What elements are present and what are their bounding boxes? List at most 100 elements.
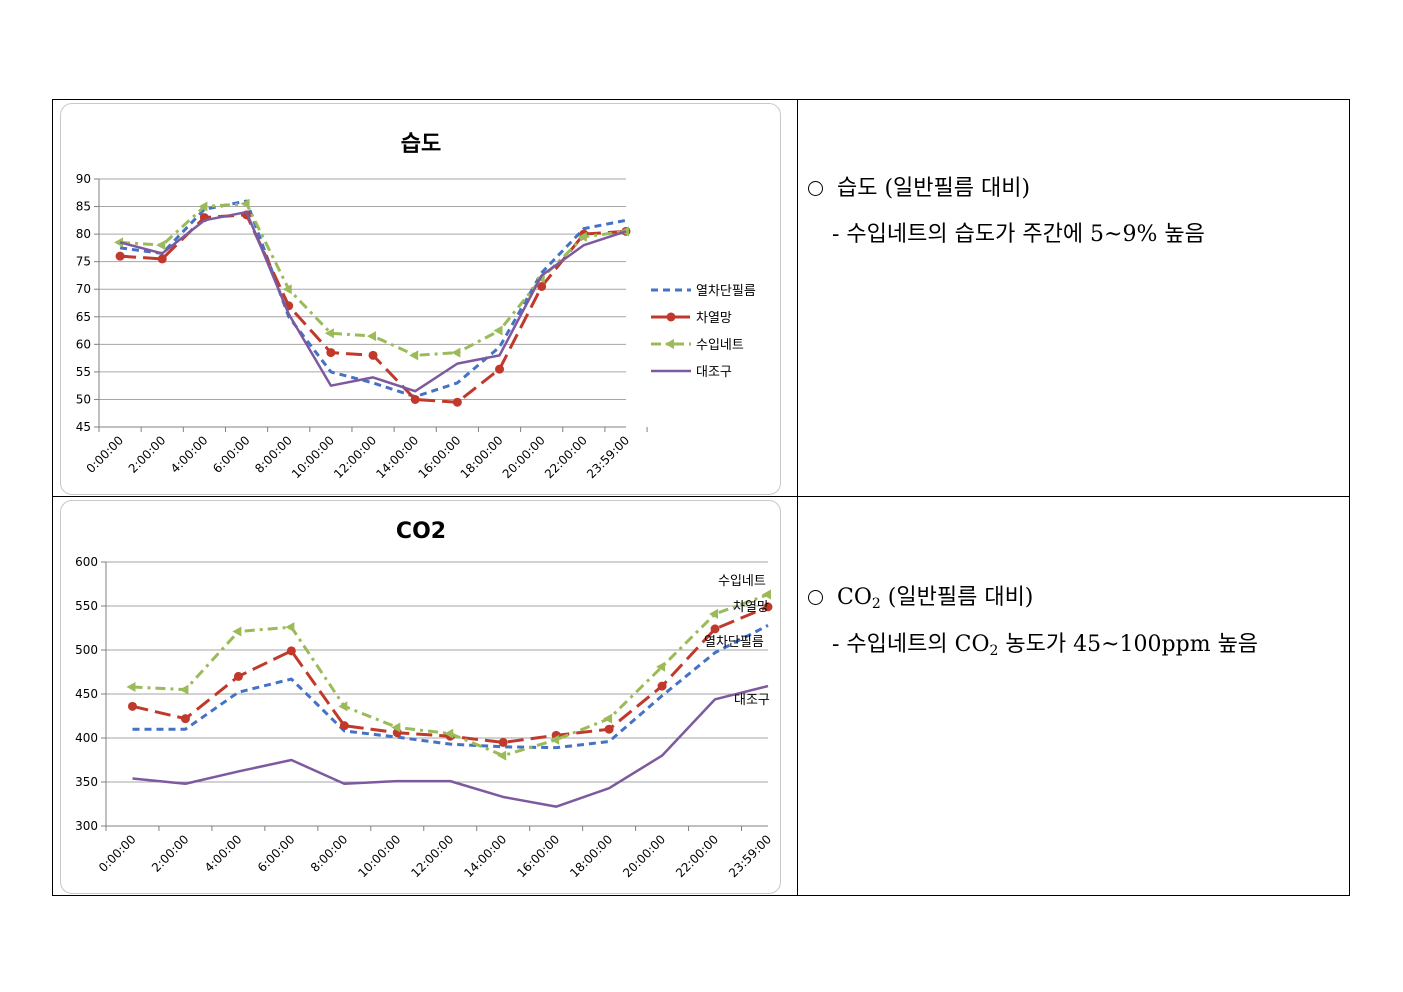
y-tick-label: 60 bbox=[76, 337, 91, 351]
y-tick-label: 500 bbox=[75, 643, 98, 657]
x-tick-label: 16:00:00 bbox=[415, 433, 463, 481]
bullet-circle-icon bbox=[808, 590, 823, 605]
co2-note-line2: - 수입네트의 CO2 농도가 45~100ppm 높음 bbox=[808, 626, 1258, 659]
series-line bbox=[119, 213, 627, 404]
y-tick-label: 350 bbox=[75, 775, 98, 789]
data-point bbox=[452, 397, 462, 407]
series-line bbox=[132, 624, 769, 750]
y-tick-label: 70 bbox=[76, 282, 91, 296]
x-tick-label: 10:00:00 bbox=[355, 832, 403, 880]
co2-chart-title: CO2 bbox=[396, 519, 446, 544]
data-point bbox=[493, 325, 503, 336]
x-tick-label: 18:00:00 bbox=[458, 433, 506, 481]
co2-chart-cell: CO2 300 350 400 450 500 550 600 0:00:00 2:00:00 4:… bbox=[52, 496, 798, 896]
x-tick-label: 22:00:00 bbox=[542, 433, 590, 481]
data-point bbox=[762, 589, 771, 600]
data-point bbox=[498, 737, 508, 747]
document-table: 습도 45 50 55 60 65 70 75 80 85 90 0:00:00 2:00:00 4:00… bbox=[52, 99, 1350, 896]
humidity-note-line2: - 수입네트의 습도가 주간에 5~9% 높음 bbox=[832, 222, 1205, 247]
co2-line-chart: CO2 300 350 400 450 500 550 600 0:00:00 2:00:00 4:… bbox=[75, 519, 774, 880]
co2-note-line1-text: CO bbox=[837, 585, 872, 610]
x-tick-label: 0:00:00 bbox=[96, 832, 139, 875]
data-point bbox=[391, 722, 401, 733]
data-point bbox=[550, 734, 560, 745]
data-point bbox=[451, 347, 461, 358]
x-tick-label: 23:59:00 bbox=[726, 832, 774, 880]
data-point bbox=[656, 661, 666, 672]
data-point bbox=[285, 622, 295, 633]
x-tick-label: 12:00:00 bbox=[331, 433, 379, 481]
y-tick-label: 600 bbox=[75, 555, 98, 569]
y-tick-label: 450 bbox=[75, 687, 98, 701]
co2-note-line1-subscript: 2 bbox=[871, 596, 881, 612]
series-end-label: 차열망 bbox=[733, 600, 769, 615]
data-point bbox=[179, 684, 189, 695]
data-point bbox=[368, 350, 378, 360]
humidity-note-line1: 습도 (일반필름 대비) bbox=[837, 176, 1031, 201]
humidity-chart-cell: 습도 45 50 55 60 65 70 75 80 85 90 0:00:00 2:00:00 4:00… bbox=[52, 99, 798, 497]
data-point bbox=[339, 721, 349, 731]
x-tick-label: 18:00:00 bbox=[567, 832, 615, 880]
x-tick-label: 20:00:00 bbox=[500, 433, 548, 481]
x-tick-label: 8:00:00 bbox=[308, 832, 351, 875]
data-point bbox=[126, 681, 136, 692]
data-point bbox=[198, 201, 208, 212]
x-tick-label: 4:00:00 bbox=[202, 832, 245, 875]
data-point bbox=[232, 626, 242, 637]
humidity-chart-frame: 습도 45 50 55 60 65 70 75 80 85 90 0:00:00 2:00:00 4:00… bbox=[60, 103, 781, 495]
data-point bbox=[537, 281, 547, 291]
series-line bbox=[132, 684, 769, 808]
series-line bbox=[119, 199, 627, 399]
y-tick-label: 80 bbox=[76, 227, 91, 241]
x-tick-label: 12:00:00 bbox=[408, 832, 456, 880]
y-tick-label: 75 bbox=[76, 255, 91, 269]
co2-note-line2-text: - 수입네트의 CO bbox=[832, 632, 990, 657]
data-point bbox=[367, 331, 377, 342]
series-end-label: 열차단필름 bbox=[704, 635, 764, 650]
x-tick-label: 20:00:00 bbox=[620, 832, 668, 880]
co2-note-line1: CO2 (일반필름 대비) bbox=[837, 585, 1033, 612]
legend-label: 차열망 bbox=[696, 311, 732, 326]
data-point bbox=[603, 713, 613, 724]
x-tick-label: 14:00:00 bbox=[373, 433, 421, 481]
x-tick-label: 2:00:00 bbox=[126, 433, 169, 476]
y-tick-label: 400 bbox=[75, 731, 98, 745]
series-end-label: 대조구 bbox=[734, 693, 770, 708]
co2-note-line2-rest: 농도가 45~100ppm 높음 bbox=[998, 632, 1259, 657]
x-tick-label: 14:00:00 bbox=[461, 832, 509, 880]
data-point bbox=[326, 348, 336, 358]
x-tick-label: 6:00:00 bbox=[210, 433, 253, 476]
x-tick-label: 16:00:00 bbox=[514, 832, 562, 880]
data-point bbox=[495, 364, 505, 374]
data-point bbox=[409, 350, 419, 361]
humidity-note: 습도 (일반필름 대비) - 수입네트의 습도가 주간에 5~9% 높음 bbox=[808, 170, 1205, 248]
data-point bbox=[115, 251, 125, 261]
series-end-label: 수입네트 bbox=[718, 574, 766, 589]
data-point bbox=[657, 681, 667, 691]
legend-label: 열차단필름 bbox=[696, 284, 756, 299]
data-point bbox=[338, 701, 348, 712]
data-point bbox=[180, 714, 190, 724]
y-tick-label: 65 bbox=[76, 310, 91, 324]
humidity-line-chart: 습도 45 50 55 60 65 70 75 80 85 90 0:00:00 2:00:00 4:00… bbox=[76, 132, 756, 481]
co2-chart-frame: CO2 300 350 400 450 500 550 600 0:00:00 2:00:00 4:… bbox=[60, 500, 781, 894]
x-tick-label: 6:00:00 bbox=[255, 832, 298, 875]
data-point bbox=[709, 608, 719, 619]
data-point bbox=[324, 328, 334, 339]
humidity-chart-title: 습도 bbox=[401, 132, 441, 157]
data-point bbox=[233, 671, 243, 681]
data-point bbox=[114, 237, 124, 248]
co2-note: CO2 (일반필름 대비) - 수입네트의 CO2 농도가 45~100ppm … bbox=[808, 579, 1258, 659]
y-tick-label: 50 bbox=[76, 392, 91, 406]
legend-label: 수입네트 bbox=[696, 338, 744, 353]
y-tick-label: 85 bbox=[76, 200, 91, 214]
data-point bbox=[763, 602, 773, 612]
y-tick-label: 550 bbox=[75, 599, 98, 613]
x-tick-label: 8:00:00 bbox=[252, 433, 295, 476]
data-point bbox=[710, 624, 720, 634]
y-tick-label: 90 bbox=[76, 172, 91, 186]
co2-note-cell: CO2 (일반필름 대비) - 수입네트의 CO2 농도가 45~100ppm … bbox=[797, 496, 1350, 896]
x-tick-label: 2:00:00 bbox=[149, 832, 192, 875]
x-tick-label: 23:59:00 bbox=[584, 433, 632, 481]
data-point bbox=[240, 198, 250, 209]
